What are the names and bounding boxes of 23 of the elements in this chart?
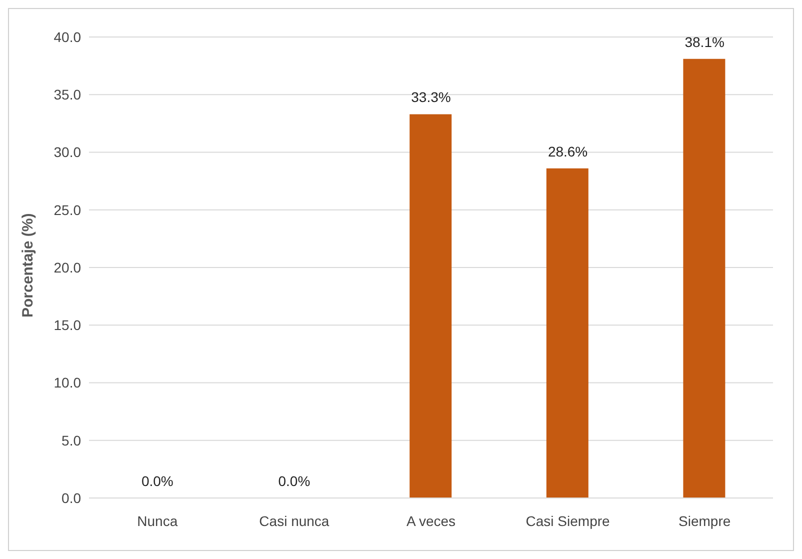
bar	[410, 114, 452, 498]
y-axis-title: Porcentaje (%)	[19, 213, 36, 318]
data-label: 0.0%	[141, 473, 174, 489]
data-label: 28.6%	[548, 143, 588, 160]
y-tick-label: 30.0	[54, 144, 82, 160]
x-tick-label: Nunca	[137, 512, 178, 529]
data-label: 38.1%	[684, 34, 724, 50]
y-tick-label: 15.0	[54, 317, 82, 334]
x-tick-label: Casi Siempre	[526, 512, 610, 529]
x-tick-label: Siempre	[678, 512, 731, 529]
data-label: 33.3%	[411, 89, 451, 106]
y-tick-label: 35.0	[54, 86, 82, 103]
y-tick-label: 5.0	[62, 432, 82, 448]
y-tick-label: 25.0	[54, 202, 82, 218]
x-tick-label: A veces	[406, 512, 456, 529]
y-tick-label: 20.0	[54, 259, 82, 276]
y-tick-label: 40.0	[54, 28, 82, 45]
x-tick-label: Casi nunca	[259, 512, 330, 529]
y-tick-label: 0.0	[62, 490, 82, 506]
bar	[683, 58, 726, 498]
data-label: 0.0%	[278, 473, 310, 489]
y-tick-label: 10.0	[54, 374, 82, 391]
bar	[546, 168, 588, 498]
